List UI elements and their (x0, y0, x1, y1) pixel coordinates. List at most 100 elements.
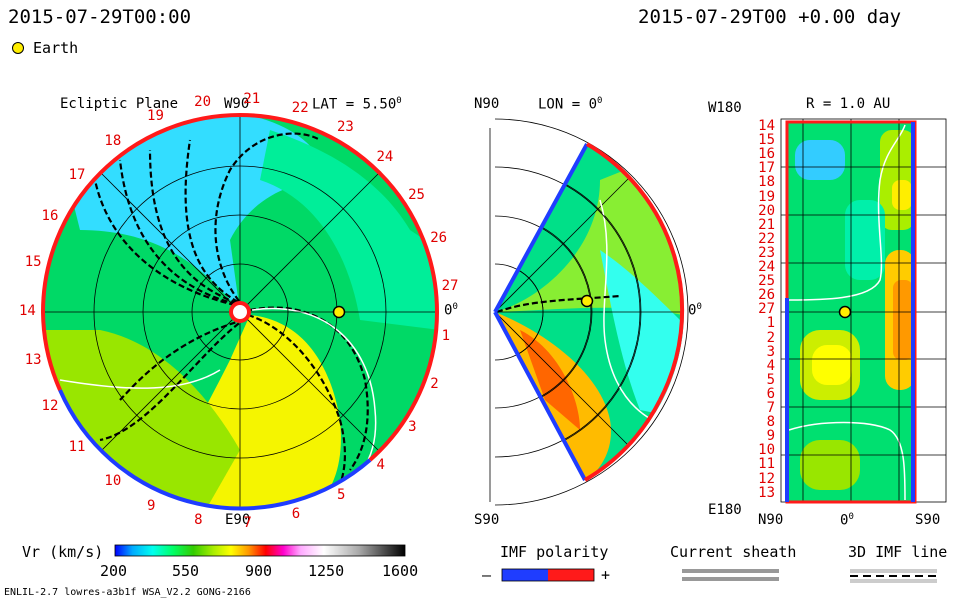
ecliptic-sector-label: 14 (19, 303, 36, 319)
sun-icon (229, 301, 251, 323)
ecliptic-sector-label: 19 (147, 108, 164, 125)
ecliptic-sector-label: 13 (24, 351, 42, 368)
current-sheath-label: Current sheath (670, 543, 797, 561)
ecliptic-sector-label: 4 (376, 457, 385, 474)
rad-y-tick-label: 12 (758, 470, 775, 487)
rad-y-tick-label: 7 (766, 400, 775, 416)
rad-earth-marker-icon (838, 305, 852, 319)
rad-y-tick-label: 17 (758, 160, 775, 177)
ecliptic-sector-label: 24 (376, 148, 394, 165)
earth-label: Earth (33, 39, 79, 57)
ecliptic-sector-label: 27 (441, 278, 459, 295)
ecliptic-lat-label: LAT = 5.500 (312, 96, 402, 113)
mid-region-teal (260, 130, 437, 330)
rad-y-tick-label: 5 (766, 371, 775, 388)
ecliptic-sector-label: 25 (408, 186, 425, 203)
colorbar-tick-550: 550 (172, 562, 200, 580)
ecliptic-sector-label: 1 (441, 327, 450, 344)
ecliptic-top-label: W90 (224, 96, 250, 112)
rad-y-tick-label: 19 (758, 188, 775, 205)
rad-y-tick-label: 25 (758, 273, 775, 290)
rad-y-tick-label: 11 (758, 456, 775, 473)
fast-wind-region-cyan (60, 115, 330, 312)
ecliptic-title: Ecliptic Plane (60, 96, 179, 112)
current-sheath-lines (59, 307, 377, 471)
imf-polarity-minus-swatch (502, 569, 548, 581)
rad-y-tick-label: 9 (766, 428, 775, 445)
colorbar-tick-900: 900 (245, 562, 273, 580)
model-footer: ENLIL-2.7 lowres-a3b1f WSA_V2.2 GONG-216… (4, 587, 251, 598)
colorbar-tick-1250: 1250 (308, 562, 345, 580)
ecliptic-sector-arc-plus (41, 113, 439, 313)
earth-legend: Earth (12, 39, 78, 57)
rad-y-tick-label: 23 (758, 244, 775, 261)
rad-y-tick-label: 18 (758, 174, 775, 191)
ecliptic-sector-label: 8 (194, 511, 203, 528)
mer-region-cyan (600, 250, 685, 420)
colorbar-tick-1600: 1600 (382, 562, 419, 580)
rad-x-tick-s90: S90 (915, 512, 941, 528)
mer-lon-label: LON = 00 (538, 96, 603, 113)
ecliptic-sector-label: 7 (243, 514, 252, 531)
ecliptic-sector-label: 10 (104, 473, 122, 490)
ecliptic-sector-label: 17 (68, 166, 86, 183)
rad-y-tick-label: 24 (758, 259, 775, 275)
ecliptic-sector-label: 3 (408, 419, 417, 436)
colorbar-tick-200: 200 (100, 562, 128, 580)
timestamp-right: 2015-07-29T00 +0.00 day (638, 6, 902, 28)
rad-x-tick-n90: N90 (758, 512, 784, 528)
mer-top-label: N90 (474, 96, 500, 112)
rad-y-tick-label: 2 (766, 329, 775, 346)
rad-y-tick-label: 20 (758, 202, 775, 219)
colorbar (114, 544, 406, 557)
mer-bottom-label: S90 (474, 512, 500, 528)
radial-panel (780, 118, 947, 504)
ecliptic-sector-label: 21 (243, 91, 261, 108)
ecliptic-sector-label: 23 (337, 119, 354, 136)
rad-y-tick-label: 21 (758, 216, 775, 233)
timestamp-left: 2015-07-29T00:00 (8, 6, 192, 28)
ecliptic-sector-label: 5 (337, 486, 346, 503)
rad-y-tick-label: 22 (758, 230, 775, 247)
rad-region-cyan (795, 140, 845, 180)
imf-line-swatch (850, 569, 937, 573)
colorbar-label: Vr (km/s) (22, 543, 104, 561)
earth-marker-icon (332, 305, 346, 319)
imf-polarity-minus-label: – (482, 566, 492, 584)
ecliptic-sector-arc-minus (58, 389, 372, 511)
imf-polarity-plus-swatch (548, 569, 594, 581)
rad-y-tick-label: 27 (758, 301, 775, 318)
imf-polarity-label: IMF polarity (500, 543, 609, 561)
rad-y-tick-label: 6 (766, 385, 775, 402)
rad-y-tick-label: 14 (758, 118, 775, 134)
ecliptic-sector-label: 11 (68, 439, 86, 456)
ecliptic-sector-label: 15 (24, 254, 42, 271)
ecliptic-sector-label: 12 (41, 398, 59, 415)
rad-y-tick-label: 26 (758, 287, 775, 304)
rad-y-tick-label: 1 (766, 315, 775, 332)
rad-y-tick-label: 3 (766, 343, 775, 360)
rad-bottom-left-label: E180 (708, 502, 742, 518)
rad-grid (781, 119, 946, 502)
rad-y-tick-label: 8 (766, 414, 775, 431)
ecliptic-sector-label: 16 (41, 207, 59, 224)
ecliptic-bottom-label: E90 (225, 512, 251, 528)
ecliptic-right-label: 00 (444, 302, 458, 319)
ecliptic-sector-label: 20 (194, 94, 212, 111)
ecliptic-sector-label: 2 (430, 375, 439, 392)
current-sheath-swatch (682, 569, 779, 573)
rad-x-tick-0: 00 (840, 512, 854, 529)
rad-top-left-label: W180 (708, 100, 742, 116)
mer-imf-line (496, 294, 621, 314)
mer-right-label: 00 (688, 302, 702, 319)
rad-y-tick-label: 15 (758, 132, 775, 149)
ecliptic-sector-label: 6 (291, 506, 301, 523)
mer-earth-marker-icon (580, 294, 594, 308)
rad-y-tick-label: 10 (758, 442, 775, 459)
ecliptic-sector-label: 22 (291, 99, 309, 116)
ecliptic-sector-label: 26 (430, 230, 448, 247)
ecliptic-sector-label: 18 (104, 132, 122, 149)
rad-y-tick-label: 13 (758, 484, 775, 501)
rad-y-tick-label: 4 (766, 357, 775, 374)
